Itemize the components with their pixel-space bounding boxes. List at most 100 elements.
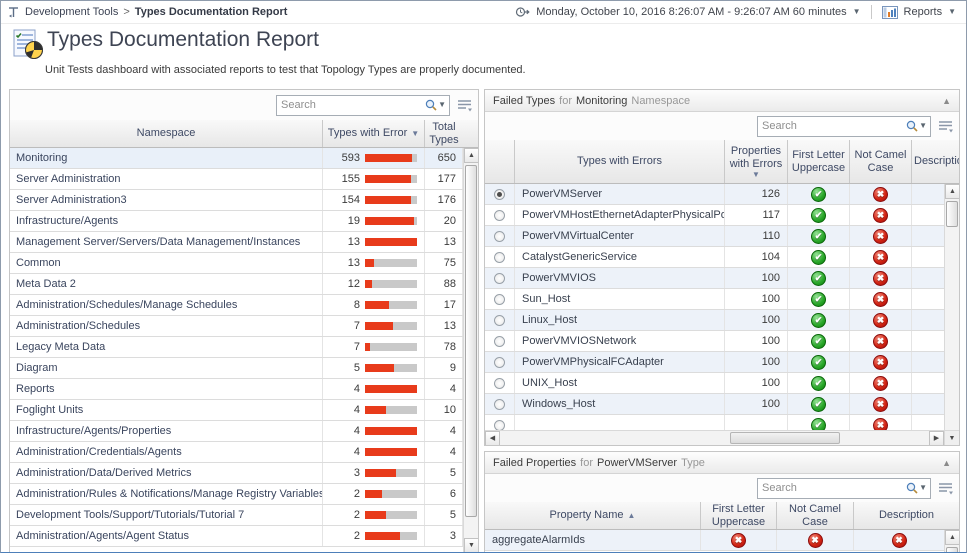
- row-selector-cell[interactable]: [485, 394, 515, 414]
- search-icon[interactable]: [905, 119, 919, 133]
- row-selector-cell[interactable]: [485, 331, 515, 351]
- radio-unselected[interactable]: [494, 314, 505, 326]
- table-row[interactable]: Reports 4 4: [10, 379, 463, 400]
- table-row[interactable]: Sun_Host 100 ✔ ✖: [485, 289, 944, 310]
- failed-properties-vertical-scrollbar[interactable]: ▲: [944, 530, 959, 552]
- row-selector-cell[interactable]: [485, 310, 515, 330]
- time-range-label[interactable]: Monday, October 10, 2016 8:26:07 AM - 9:…: [536, 6, 847, 18]
- reports-menu-label[interactable]: Reports: [903, 6, 943, 18]
- table-row[interactable]: CatalystGenericService 104 ✔ ✖: [485, 247, 944, 268]
- table-row[interactable]: PowerVMVirtualCenter 110 ✔ ✖: [485, 226, 944, 247]
- row-selector-cell[interactable]: [485, 268, 515, 288]
- table-row[interactable]: Server Administration 155 177: [10, 169, 463, 190]
- column-header-property-name[interactable]: Property Name ▲: [485, 502, 701, 529]
- namespace-vertical-scrollbar[interactable]: ▲ ▼: [463, 148, 478, 552]
- search-icon[interactable]: [424, 98, 438, 112]
- time-range-chevron-down-icon[interactable]: ▼: [852, 7, 861, 16]
- reports-chevron-down-icon[interactable]: ▼: [948, 7, 956, 16]
- table-row[interactable]: Linux_Host 100 ✔ ✖: [485, 310, 944, 331]
- table-customizer-icon[interactable]: [938, 120, 953, 133]
- scroll-up-icon[interactable]: ▲: [945, 530, 959, 545]
- table-row[interactable]: Administration/Data/Derived Metrics 3 5: [10, 463, 463, 484]
- table-row[interactable]: Administration/Credentials/Agents 4 4: [10, 442, 463, 463]
- radio-unselected[interactable]: [494, 356, 505, 368]
- table-row[interactable]: PowerVMVIOS 100 ✔ ✖: [485, 268, 944, 289]
- column-header-not-camel-case[interactable]: Not Camel Case: [850, 140, 912, 183]
- collapse-panel-icon[interactable]: ▲: [942, 95, 951, 106]
- table-row[interactable]: Administration/Agents/Agent Status 2 3: [10, 526, 463, 547]
- table-row[interactable]: Diagram 5 9: [10, 358, 463, 379]
- row-selector-cell[interactable]: [485, 415, 515, 430]
- column-header-properties-with-errors[interactable]: Properties with Errors ▼: [725, 140, 788, 183]
- search-icon[interactable]: [905, 481, 919, 495]
- table-row[interactable]: Development Tools/Support/Tutorials/Tuto…: [10, 505, 463, 526]
- scrollbar-thumb[interactable]: [730, 432, 840, 444]
- scrollbar-thumb[interactable]: [465, 165, 477, 517]
- scroll-left-icon[interactable]: ◀: [485, 430, 500, 445]
- column-header-not-camel-case[interactable]: Not Camel Case: [777, 502, 854, 529]
- table-row[interactable]: Monitoring 593 650: [10, 148, 463, 169]
- row-selector-cell[interactable]: [485, 289, 515, 309]
- table-row[interactable]: PowerVMPhysicalFCAdapter 100 ✔ ✖: [485, 352, 944, 373]
- column-header-first-letter-uppercase[interactable]: First Letter Uppercase: [701, 502, 777, 529]
- table-customizer-icon[interactable]: [457, 99, 472, 112]
- column-header-description[interactable]: Description: [878, 509, 935, 521]
- table-row[interactable]: Infrastructure/Agents/Properties 4 4: [10, 421, 463, 442]
- radio-unselected[interactable]: [494, 335, 505, 347]
- scrollbar-thumb[interactable]: [946, 201, 958, 227]
- table-row[interactable]: UNIX_Host 100 ✔ ✖: [485, 373, 944, 394]
- row-selector-cell[interactable]: [485, 205, 515, 225]
- scroll-right-icon[interactable]: ▶: [929, 430, 944, 445]
- scroll-down-icon[interactable]: ▼: [464, 538, 478, 552]
- scroll-up-icon[interactable]: ▲: [464, 148, 478, 163]
- radio-unselected[interactable]: [494, 209, 505, 221]
- radio-unselected[interactable]: [494, 419, 505, 430]
- search-input[interactable]: [281, 99, 425, 111]
- column-header-first-letter-uppercase[interactable]: First Letter Uppercase: [788, 140, 850, 183]
- row-selector-cell[interactable]: [485, 226, 515, 246]
- failed-types-horizontal-scrollbar[interactable]: ◀ ▶: [485, 430, 944, 445]
- row-selector-cell[interactable]: [485, 184, 515, 204]
- search-input[interactable]: [762, 120, 906, 132]
- breadcrumb-link-development-tools[interactable]: Development Tools: [25, 6, 119, 18]
- table-row[interactable]: PowerVMVIOSNetwork 100 ✔ ✖: [485, 331, 944, 352]
- table-row[interactable]: Administration/Rules & Notifications/Man…: [10, 484, 463, 505]
- search-options-chevron-icon[interactable]: ▼: [438, 100, 446, 109]
- search-input[interactable]: [762, 482, 906, 494]
- table-row[interactable]: PowerVMServer 126 ✔ ✖: [485, 184, 944, 205]
- table-row[interactable]: Infrastructure/Agents 19 20: [10, 211, 463, 232]
- table-row[interactable]: aggregateAlarmIds ✖ ✖ ✖: [485, 530, 944, 551]
- column-header-description[interactable]: Description: [914, 155, 959, 167]
- table-row[interactable]: Administration/Schedules/Manage Schedule…: [10, 295, 463, 316]
- table-row[interactable]: ✔ ✖: [485, 415, 944, 430]
- scroll-down-icon[interactable]: ▼: [944, 430, 959, 445]
- radio-unselected[interactable]: [494, 293, 505, 305]
- row-selector-cell[interactable]: [485, 352, 515, 372]
- table-row[interactable]: Server Administration3 154 176: [10, 190, 463, 211]
- radio-unselected[interactable]: [494, 377, 505, 389]
- table-row[interactable]: Windows_Host 100 ✔ ✖: [485, 394, 944, 415]
- table-row[interactable]: PowerVMHostEthernetAdapterPhysicalPort 11…: [485, 205, 944, 226]
- row-selector-cell[interactable]: [485, 373, 515, 393]
- column-header-namespace[interactable]: Namespace: [10, 120, 323, 147]
- radio-unselected[interactable]: [494, 230, 505, 242]
- table-row[interactable]: Administration/Schedules 7 13: [10, 316, 463, 337]
- radio-unselected[interactable]: [494, 398, 505, 410]
- table-row[interactable]: Management Server/Servers/Data Managemen…: [10, 232, 463, 253]
- column-header-total-types[interactable]: Total Types: [429, 120, 459, 146]
- failed-types-vertical-scrollbar[interactable]: ▲: [944, 184, 959, 430]
- column-header-types-with-error[interactable]: Types with Error ▼: [323, 120, 425, 147]
- table-row[interactable]: Foglight Units 4 10: [10, 400, 463, 421]
- table-row[interactable]: Meta Data 2 12 88: [10, 274, 463, 295]
- radio-selected[interactable]: [494, 188, 505, 200]
- table-row[interactable]: Common 13 75: [10, 253, 463, 274]
- column-header-types-with-errors[interactable]: Types with Errors: [515, 140, 725, 183]
- collapse-panel-icon[interactable]: ▲: [942, 457, 951, 468]
- table-row[interactable]: Legacy Meta Data 7 78: [10, 337, 463, 358]
- row-selector-cell[interactable]: [485, 247, 515, 267]
- search-options-chevron-icon[interactable]: ▼: [919, 483, 927, 492]
- table-customizer-icon[interactable]: [938, 482, 953, 495]
- radio-unselected[interactable]: [494, 272, 505, 284]
- search-options-chevron-icon[interactable]: ▼: [919, 121, 927, 130]
- scroll-up-icon[interactable]: ▲: [945, 184, 959, 199]
